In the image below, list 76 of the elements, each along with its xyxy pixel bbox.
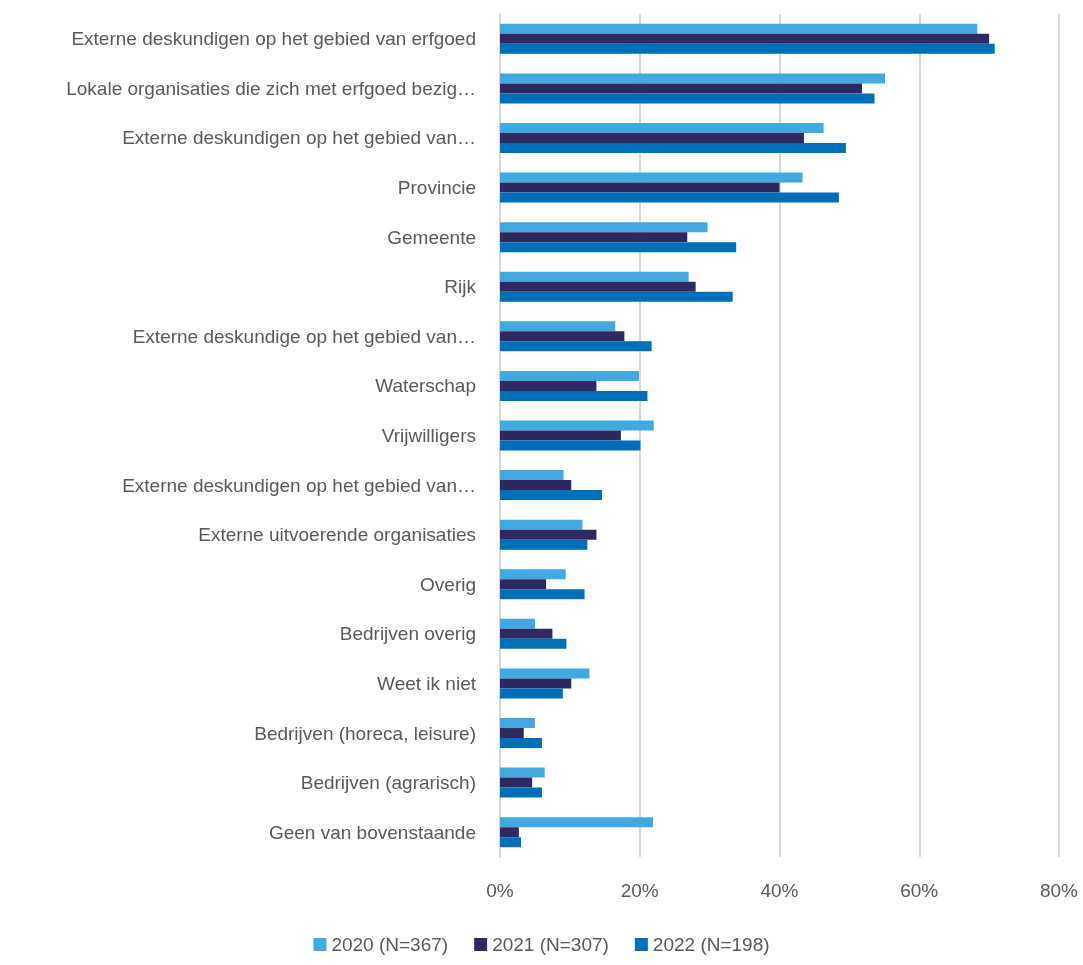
y-tick-label: Geen van bovenstaande — [268, 821, 476, 843]
bar — [500, 232, 688, 243]
x-tick-label: 0% — [486, 880, 514, 901]
x-tick-label: 80% — [1039, 880, 1079, 901]
bar — [500, 519, 583, 530]
bar — [500, 33, 990, 44]
bar — [500, 341, 652, 352]
bar — [500, 678, 572, 689]
x-tick-label: 60% — [900, 880, 939, 901]
bar — [500, 628, 553, 639]
y-tick-label: Weet ik niet — [377, 672, 477, 694]
bar — [500, 271, 689, 282]
bar — [500, 767, 545, 778]
y-tick-label: Bedrijven (horeca, leisure) — [254, 722, 476, 744]
x-tick-label: 20% — [620, 880, 659, 901]
bar — [500, 638, 567, 649]
y-tick-label: Rijk — [444, 276, 477, 298]
bar — [500, 827, 519, 838]
bar — [500, 242, 737, 253]
y-tick-label: Provincie — [397, 177, 476, 199]
bar — [500, 777, 533, 788]
bar — [500, 281, 696, 292]
bar — [500, 539, 588, 550]
bar — [500, 618, 535, 629]
legend-label: 2020 (N=367) — [331, 934, 449, 955]
bar — [500, 440, 641, 451]
bar — [500, 291, 733, 302]
bar — [500, 688, 563, 699]
bar — [500, 23, 978, 34]
bar — [500, 589, 585, 600]
y-tick-label: Gemeente — [387, 226, 476, 248]
legend-label: 2021 (N=307) — [492, 934, 609, 955]
bar — [500, 728, 524, 739]
bar — [500, 738, 542, 749]
bar — [500, 490, 603, 501]
y-tick-label: Vrijwilligers — [381, 425, 476, 446]
bar — [500, 529, 597, 540]
bar — [500, 837, 521, 848]
y-tick-label: Waterschap — [375, 375, 476, 397]
bar — [500, 83, 862, 94]
bar — [500, 331, 625, 342]
y-tick-label: Externe deskundigen op het gebied van erfgoed — [71, 28, 476, 50]
y-tick-label: Bedrijven overig — [339, 623, 476, 645]
bar — [500, 43, 995, 54]
bar — [500, 132, 804, 143]
y-tick-label: Externe deskundigen op het gebied van… — [122, 127, 476, 149]
bar — [500, 122, 824, 133]
bar — [500, 380, 597, 391]
bar — [500, 579, 547, 590]
legend-label: 2022 (N=198) — [652, 934, 770, 955]
bar — [500, 73, 886, 84]
bar — [500, 172, 803, 183]
bar — [500, 668, 590, 679]
y-tick-label: Externe uitvoerende organisaties — [198, 524, 476, 546]
bar — [500, 420, 654, 431]
bar — [500, 93, 875, 104]
bar — [500, 390, 648, 401]
bar — [500, 480, 572, 491]
y-tick-label: Externe deskundigen op het gebied van… — [122, 474, 476, 496]
bar — [500, 718, 535, 729]
bar — [500, 430, 621, 441]
y-tick-label: Lokale organisaties die zich met erfgoed bezig… — [66, 77, 476, 99]
bar — [500, 182, 780, 193]
bar — [500, 192, 839, 203]
y-tick-label: Overig — [420, 573, 476, 595]
bar — [500, 817, 654, 828]
bar — [500, 470, 564, 481]
bar — [500, 222, 708, 233]
bar — [500, 142, 846, 153]
x-tick-label: 40% — [760, 880, 799, 901]
y-tick-label: Externe deskundige op het gebied van… — [132, 325, 476, 347]
bar — [500, 321, 616, 332]
bar — [500, 569, 566, 580]
y-tick-label: Bedrijven (agrarisch) — [300, 772, 476, 794]
bar — [500, 370, 640, 381]
bar — [500, 787, 542, 798]
